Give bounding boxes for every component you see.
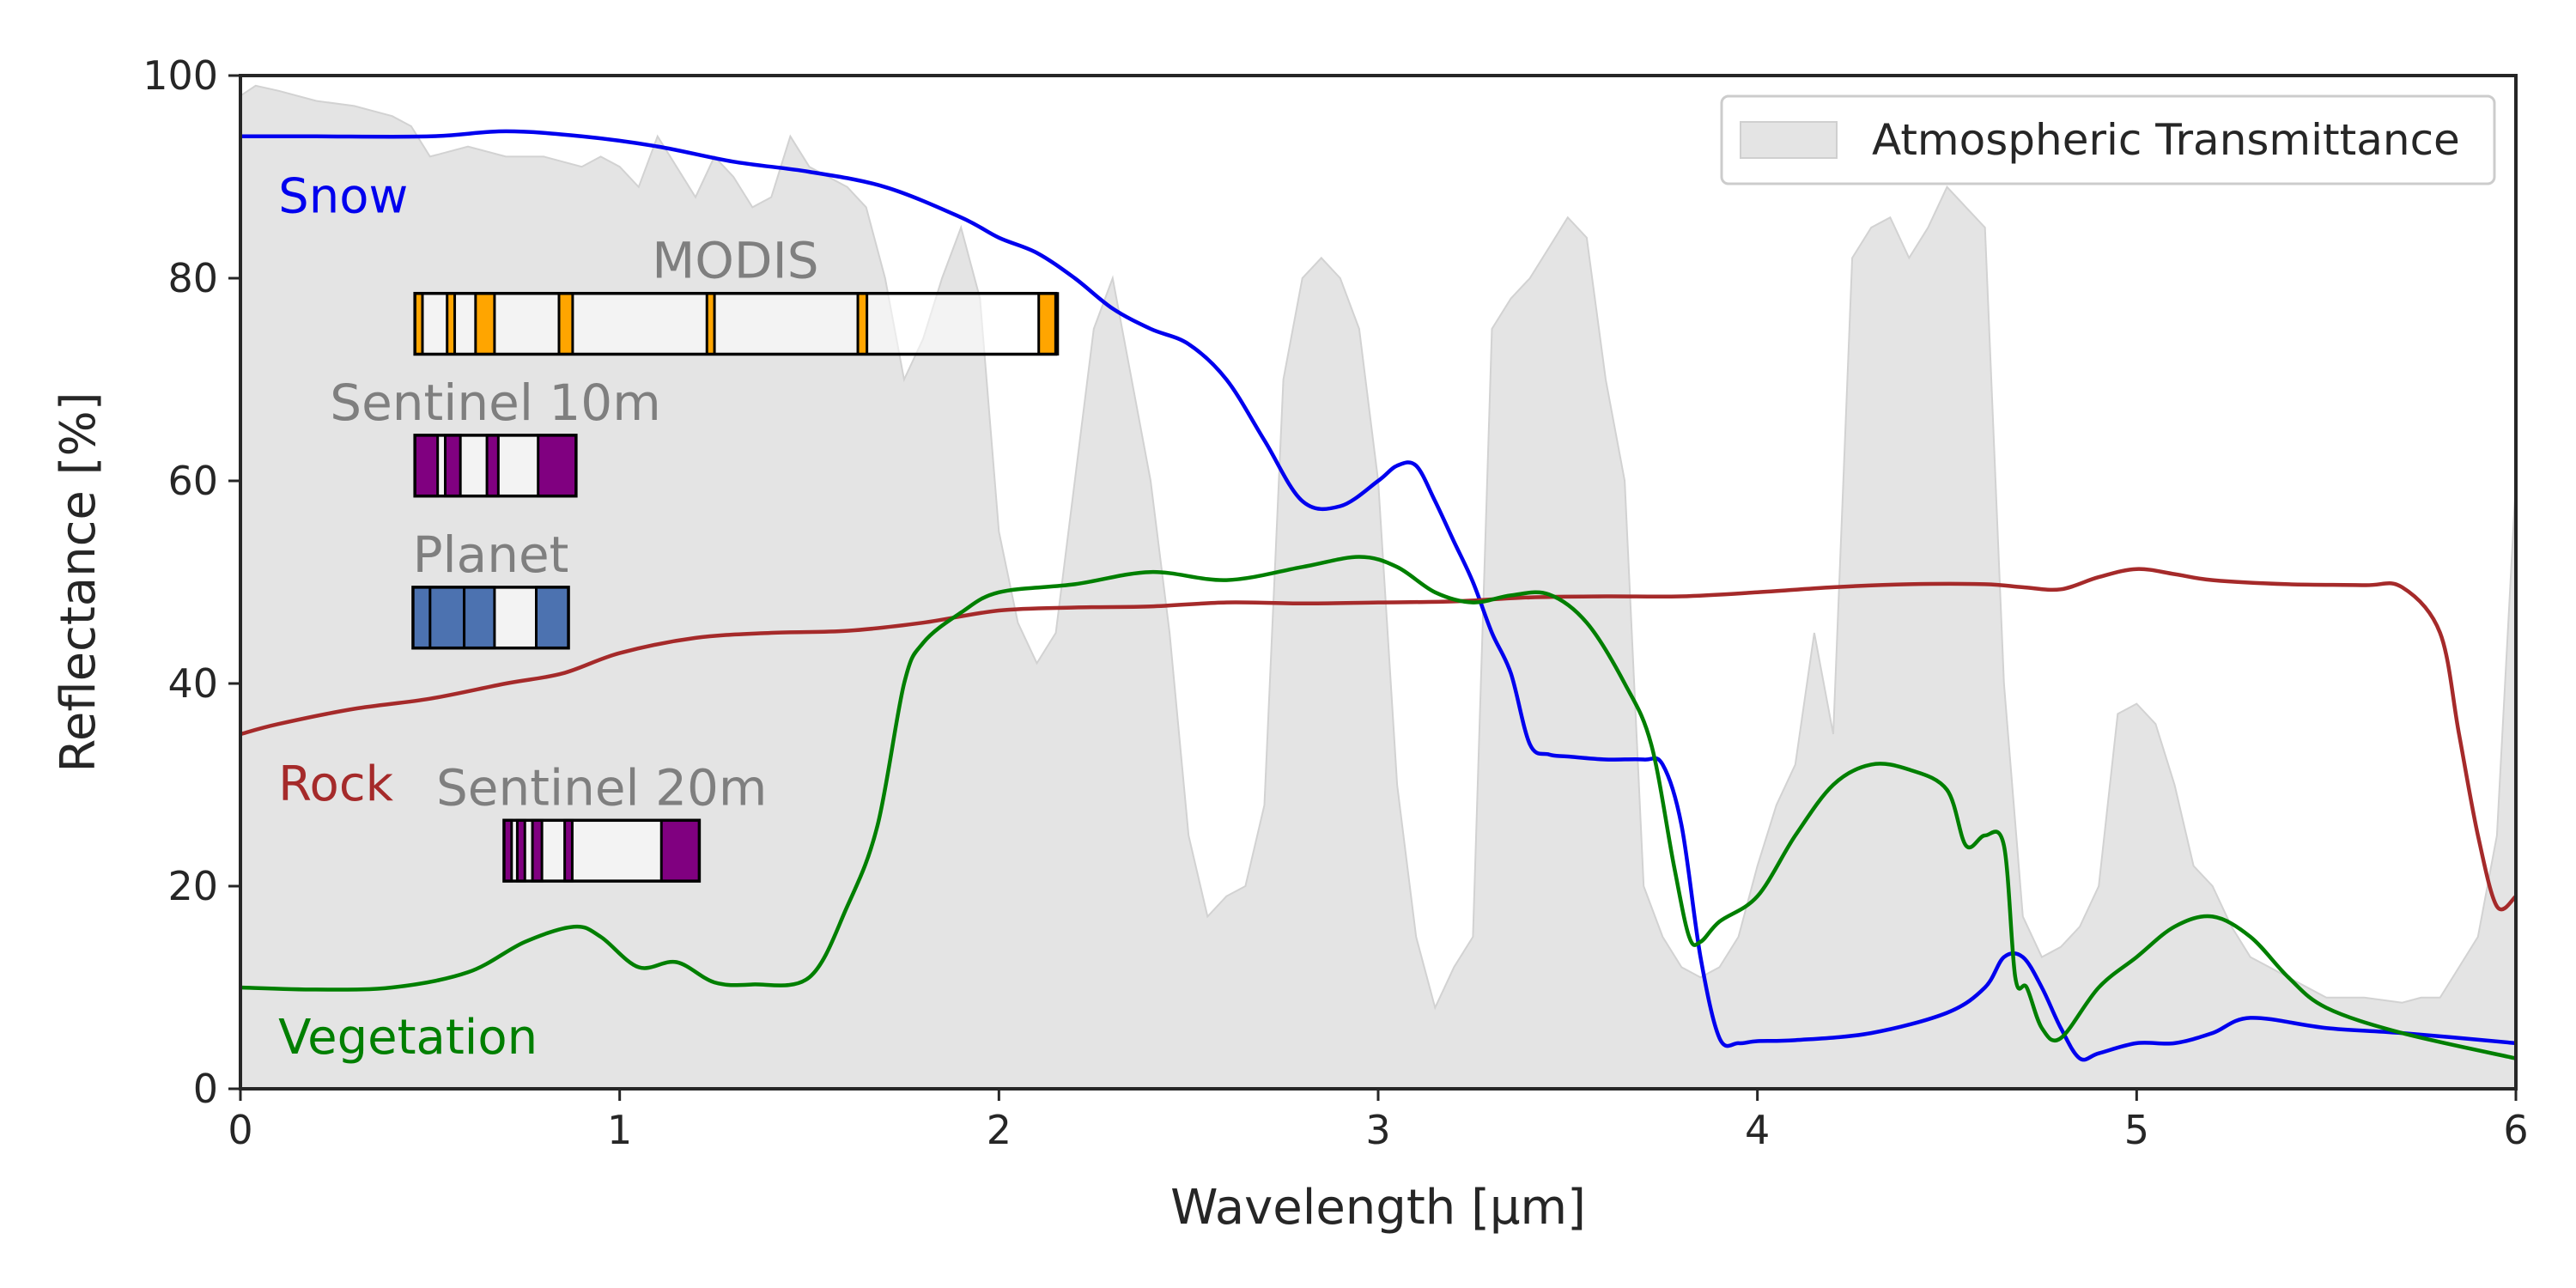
y-tick-label: 60 (167, 458, 218, 504)
sensor-band-bar (557, 292, 574, 356)
sensor-band-bar (446, 292, 457, 356)
sensor-band-bar (535, 586, 570, 650)
sensor-band-bar (563, 818, 574, 883)
sensor-band-bar (856, 292, 869, 356)
series-label-rock: Rock (278, 756, 393, 812)
x-axis-label: Wavelength [μm] (1170, 1180, 1586, 1236)
sensor-band-title: MODIS (652, 232, 818, 290)
legend-swatch (1740, 121, 1838, 159)
legend-entry: Atmospheric Transmittance (1872, 115, 2460, 165)
series-line-rock (240, 567, 2518, 912)
series-label-snow: Snow (278, 169, 408, 225)
x-tick-label: 4 (1745, 1107, 1770, 1153)
sensor-bands-layer: MODIS Sentinel 10m Planet Sentinel 20m (330, 232, 1060, 883)
sensor-band-bar (444, 434, 462, 498)
sensor-band-bar (485, 434, 500, 498)
legend: Atmospheric Transmittance (1720, 94, 2496, 185)
y-tick-label: 0 (193, 1066, 218, 1112)
y-tick-label: 40 (167, 660, 218, 707)
sensor-band-group: Sentinel 20m (436, 758, 767, 883)
y-axis-label: Reflectance [%] (51, 392, 106, 772)
sensor-band-outline (413, 434, 578, 498)
x-tick-label: 3 (1365, 1107, 1390, 1153)
sensor-band-bar (515, 818, 526, 883)
sensor-band-group: MODIS (413, 232, 1060, 356)
sensor-band-bar (463, 586, 496, 650)
transmittance-area-layer (240, 84, 2517, 1090)
sensor-band-bar (474, 292, 496, 356)
sensor-band-group: Planet (411, 526, 570, 650)
sensor-band-outline (502, 818, 702, 883)
sensor-band-bar (531, 818, 544, 883)
y-tick-label: 20 (167, 863, 218, 909)
x-tick-label: 2 (987, 1107, 1012, 1153)
x-tick-label: 6 (2503, 1107, 2528, 1153)
sensor-band-outline (413, 291, 1058, 356)
sensor-band-background (415, 293, 1056, 355)
y-tick-label: 100 (143, 52, 218, 99)
y-tick-label: 80 (167, 255, 218, 301)
sensor-band-bar (705, 292, 716, 356)
legend-box (1720, 94, 2496, 185)
x-tick-label: 0 (228, 1107, 252, 1153)
sensor-band-outline (411, 586, 570, 650)
sensor-band-bar (537, 434, 578, 498)
sensor-band-title: Sentinel 20m (436, 758, 767, 817)
sensor-band-bar (428, 586, 466, 650)
x-tick-label: 1 (607, 1107, 632, 1153)
sensor-band-title: Sentinel 10m (330, 374, 660, 432)
sensor-band-bar (413, 434, 440, 498)
series-lines-layer (240, 129, 2518, 1062)
series-label-vegetation: Vegetation (278, 1010, 538, 1066)
series-labels-layer: Snow Rock Vegetation (278, 169, 538, 1066)
series-line-snow (240, 129, 2517, 1062)
sensor-band-title: Planet (413, 526, 569, 584)
x-tick-label: 5 (2124, 1107, 2149, 1153)
series-line-vegetation (240, 555, 2517, 1060)
transmittance-area (240, 84, 2517, 1090)
sensor-band-group: Sentinel 10m (330, 374, 661, 498)
sensor-band-bar (659, 818, 701, 883)
